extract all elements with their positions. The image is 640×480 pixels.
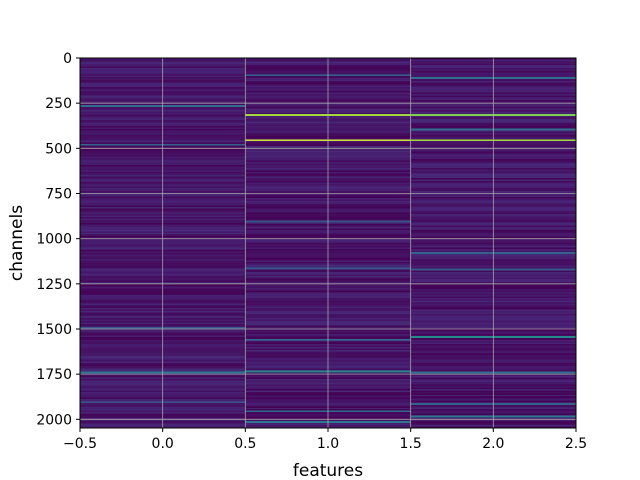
y-tick-label: 1500 [36,322,72,338]
x-tick-label: 1.0 [317,436,339,452]
x-tick-label: 2.0 [482,436,504,452]
x-axis-label: features [293,461,363,480]
y-tick-label: 1750 [36,367,72,383]
y-axis: 0 250 500 750 1000 1250 1500 1750 2000 [36,51,80,428]
y-axis-label: channels [7,205,27,281]
y-tick-label: 750 [45,186,72,202]
y-tick-label: 1000 [36,232,72,248]
x-tick-label: 0.5 [234,436,256,452]
x-tick-label: 1.5 [400,436,422,452]
x-axis: −0.5 0.0 0.5 1.0 1.5 2.0 2.5 [63,428,587,452]
y-tick-label: 500 [45,141,72,157]
y-tick-label: 1250 [36,277,72,293]
y-tick-label: 0 [63,51,72,67]
y-tick-label: 250 [45,96,72,112]
x-tick-label: −0.5 [63,436,97,452]
x-tick-label: 0.0 [152,436,174,452]
y-tick-label: 2000 [36,412,72,428]
x-tick-label: 2.5 [565,436,587,452]
grid-lines [79,57,577,428]
